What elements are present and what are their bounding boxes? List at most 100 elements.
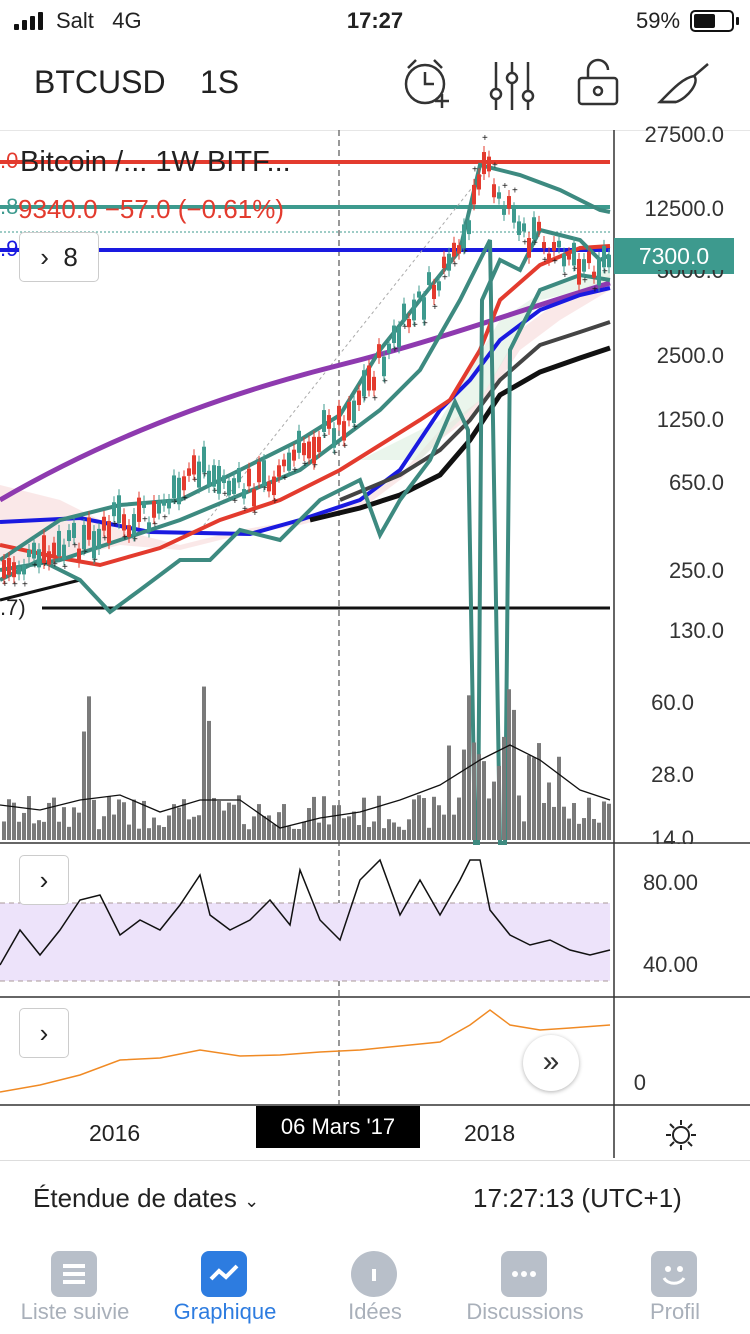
candle — [107, 520, 111, 544]
volume-bar — [72, 807, 76, 840]
tab-discussions[interactable]: Discussions — [450, 1237, 600, 1334]
scroll-to-realtime-button[interactable]: » — [523, 1035, 579, 1091]
candle — [417, 291, 421, 298]
volume-bar — [7, 799, 11, 840]
volume-bar — [607, 803, 611, 840]
tab-label: Idées — [348, 1299, 402, 1324]
volume-bar — [42, 821, 46, 840]
candle — [587, 251, 591, 264]
chart-area[interactable]: + + + + + + + + + + + + + + + + + + + + + + + + + + + + + + + + + + + + + + + +… — [0, 122, 750, 1158]
candle — [252, 489, 256, 507]
price-axis-label: 250.0 — [668, 558, 724, 583]
volume-bar — [127, 824, 131, 840]
volume-bar — [292, 828, 296, 840]
rsi-axis-label: 80.00 — [642, 870, 698, 895]
chevron-right-icon: › — [39, 1018, 49, 1048]
sar-dot: + — [72, 540, 78, 551]
alarm-add-icon[interactable] — [398, 54, 458, 114]
chart-settings-icon[interactable] — [664, 1118, 698, 1152]
drawing-tool-icon[interactable] — [654, 56, 714, 116]
volume-bar — [227, 802, 231, 840]
teal-oscillator-line — [0, 227, 611, 845]
volume-bar — [322, 796, 326, 840]
third-pane-toggle-button[interactable]: › — [19, 1008, 69, 1058]
volume-bar — [62, 807, 66, 840]
sar-dot: + — [412, 320, 418, 331]
sar-dot: + — [132, 535, 138, 546]
tab-chart[interactable]: Graphique — [150, 1237, 300, 1334]
sar-dot: + — [522, 237, 528, 248]
ma-dark-grey — [0, 578, 81, 602]
candle — [292, 449, 296, 461]
volume-bar — [447, 745, 451, 840]
indicators-icon[interactable] — [482, 56, 542, 116]
candle — [222, 475, 226, 484]
volume-bar — [267, 815, 271, 840]
sar-dot: + — [162, 513, 168, 524]
legend-title[interactable]: Bitcoin /... 1W BITF... — [20, 146, 291, 178]
rsi-pane-toggle-button[interactable]: › — [19, 855, 69, 905]
symbol-button[interactable]: BTCUSD — [34, 64, 166, 100]
tab-profile[interactable]: Profil — [600, 1237, 750, 1334]
volume-bar — [467, 695, 471, 840]
volume-bar — [482, 761, 486, 840]
volume-bar — [197, 815, 201, 840]
volume-bar — [442, 814, 446, 840]
sar-dot: + — [112, 519, 118, 530]
date-range-selector[interactable]: Étendue de dates ⌄ — [33, 1183, 260, 1213]
volume-bar — [172, 804, 176, 840]
candle — [227, 480, 231, 496]
candle — [387, 343, 391, 354]
candle — [402, 303, 406, 321]
rsi-line — [0, 858, 611, 966]
candle — [277, 465, 281, 477]
indicators-toggle-button[interactable]: › 8 — [19, 232, 99, 282]
volume-bar — [192, 816, 196, 840]
candle — [92, 531, 96, 559]
chart-canvas[interactable]: + + + + + + + + + + + + + + + + + + + + + + + + + + + + + + + + + + + + + + + +… — [0, 130, 750, 1158]
candle — [72, 522, 76, 538]
candle — [457, 245, 461, 254]
sar-dot: + — [422, 318, 428, 329]
sar-dot: + — [542, 255, 548, 266]
candle — [152, 501, 156, 518]
price-axis-label: 12500.0 — [644, 196, 724, 221]
candle — [437, 281, 441, 291]
candle — [57, 530, 61, 557]
tab-watchlist[interactable]: Liste suivie — [0, 1237, 150, 1334]
volume-bar — [37, 820, 41, 840]
ma-gray — [339, 320, 611, 502]
candle — [207, 470, 211, 487]
watchlist-icon — [51, 1251, 97, 1297]
candle — [257, 461, 261, 483]
volume-bar — [12, 802, 16, 840]
volume-bar — [252, 816, 256, 840]
sar-dot: + — [192, 475, 198, 486]
interval-button[interactable]: 1S — [200, 64, 240, 100]
volume-bar — [382, 828, 386, 840]
candle — [262, 460, 266, 487]
price-axis-label: 650.0 — [668, 470, 724, 495]
volume-bar — [312, 796, 316, 840]
tab-ideas[interactable]: Idées — [300, 1237, 450, 1334]
volume-bar — [342, 818, 346, 840]
candle — [542, 242, 546, 249]
volume-bar — [237, 795, 241, 840]
volume-bar — [317, 822, 321, 840]
sar-dot: + — [252, 508, 258, 519]
candle — [212, 465, 216, 487]
sar-dot: + — [562, 270, 568, 281]
candle — [7, 557, 11, 576]
volume-bars — [2, 686, 611, 840]
sar-dot: + — [142, 515, 148, 526]
lock-icon[interactable] — [568, 52, 628, 112]
volume-bar — [557, 756, 561, 840]
candle — [477, 174, 481, 190]
volume-bar — [302, 821, 306, 840]
volume-bar — [337, 805, 341, 840]
sar-dot: + — [262, 483, 268, 494]
candle — [122, 514, 126, 531]
tab-label: Discussions — [466, 1299, 584, 1324]
volume-bar — [137, 828, 141, 840]
timezone-clock[interactable]: 17:27:13 (UTC+1) — [473, 1183, 682, 1213]
